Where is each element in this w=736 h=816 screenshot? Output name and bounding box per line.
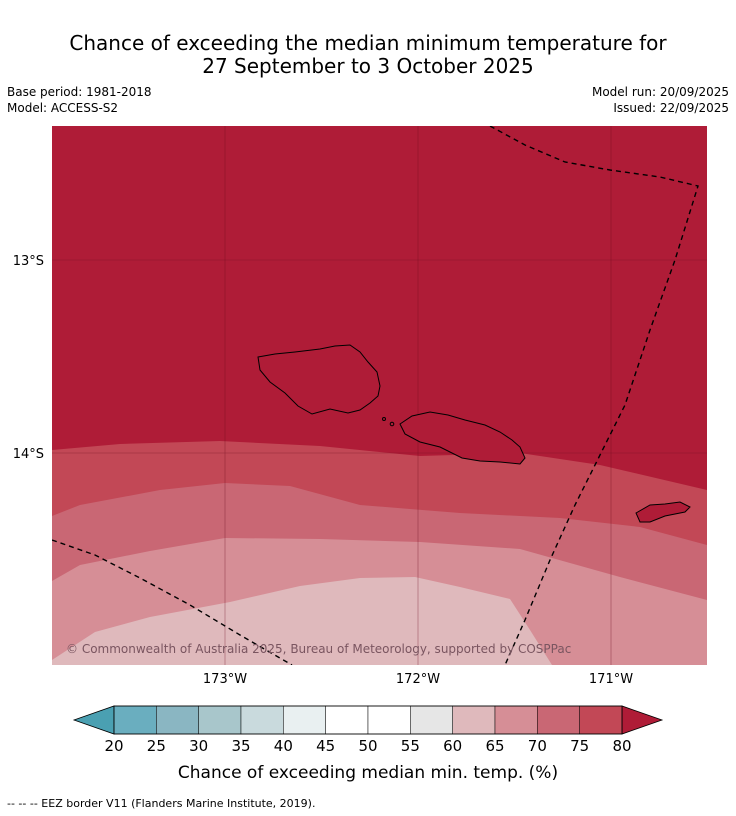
issued-text: Issued: 22/09/2025 bbox=[613, 101, 729, 115]
colorbar-tick-label: 70 bbox=[528, 737, 547, 755]
colorbar-over-arrow bbox=[621, 705, 664, 735]
lat-label-13s: 13°S bbox=[13, 254, 44, 269]
lon-label-172w: 172°W bbox=[396, 672, 440, 687]
lon-label-173w: 173°W bbox=[203, 672, 247, 687]
colorbar-segment bbox=[367, 705, 411, 735]
colorbar-tick-label: 55 bbox=[401, 737, 420, 755]
colorbar-tick-label: 60 bbox=[443, 737, 462, 755]
island-tutuila bbox=[635, 501, 691, 523]
colorbar-segments bbox=[113, 705, 623, 735]
colorbar-tick-label: 20 bbox=[104, 737, 123, 755]
colorbar-label: Chance of exceeding median min. temp. (%… bbox=[178, 763, 558, 783]
colorbar-frame bbox=[113, 705, 623, 735]
colorbar-tick-label: 35 bbox=[231, 737, 250, 755]
map-panel: © Commonwealth of Australia 2025, Bureau… bbox=[52, 126, 707, 665]
island-upolu bbox=[399, 411, 526, 465]
colorbar-tick-label: 25 bbox=[147, 737, 166, 755]
eez-legend-note: -- -- -- EEZ border V11 (Flanders Marine… bbox=[7, 797, 316, 810]
colorbar-segment bbox=[113, 705, 157, 735]
colorbar-segment bbox=[410, 705, 453, 735]
chart-title-line-2: 27 September to 3 October 2025 bbox=[202, 54, 534, 78]
chart-title-line-1: Chance of exceeding the median minimum t… bbox=[69, 31, 667, 55]
colorbar-tick-label: 40 bbox=[274, 737, 293, 755]
colorbar: 20 25 30 35 40 45 50 55 60 65 70 75 80 Chance of exc… bbox=[72, 705, 664, 783]
band-60-65 bbox=[52, 577, 552, 665]
colorbar-tick-label: 50 bbox=[358, 737, 377, 755]
colorbar-segment bbox=[537, 705, 580, 735]
lat-label-14s: 14°S bbox=[13, 447, 44, 462]
island-outlines bbox=[257, 344, 691, 523]
eez-border bbox=[52, 126, 699, 665]
colorbar-tick-label: 75 bbox=[570, 737, 589, 755]
colorbar-segment bbox=[494, 705, 538, 735]
islet-manono bbox=[389, 421, 395, 427]
colorbar-tick-label: 45 bbox=[316, 737, 335, 755]
colorbar-segment bbox=[325, 705, 369, 735]
colorbar-segment bbox=[579, 705, 623, 735]
colorbar-tick-label: 65 bbox=[485, 737, 504, 755]
base-period-text: Base period: 1981-2018 bbox=[7, 85, 152, 99]
lon-label-171w: 171°W bbox=[589, 672, 633, 687]
model-run-text: Model run: 20/09/2025 bbox=[591, 85, 729, 99]
meta-right: Model run: 20/09/2025 Issued: 22/09/2025 bbox=[592, 84, 729, 116]
islet-apolima bbox=[382, 417, 386, 421]
island-savaii bbox=[257, 344, 381, 415]
colorbar-segment bbox=[198, 705, 242, 735]
colorbar-segment bbox=[283, 705, 326, 735]
colorbar-tick-labels: 20 25 30 35 40 45 50 55 60 65 70 75 80 bbox=[104, 737, 631, 755]
graticule bbox=[52, 126, 707, 665]
colorbar-under-arrow bbox=[72, 705, 115, 735]
colorbar-tick-label: 30 bbox=[189, 737, 208, 755]
colorbar-segment bbox=[156, 705, 199, 735]
colorbar-tick-label: 80 bbox=[612, 737, 631, 755]
model-text: Model: ACCESS-S2 bbox=[7, 101, 119, 115]
colorbar-segment bbox=[240, 705, 284, 735]
copyright-text: © Commonwealth of Australia 2025, Bureau… bbox=[66, 642, 571, 656]
meta-left: Base period: 1981-2018 Model: ACCESS-S2 bbox=[7, 84, 152, 116]
colorbar-segment bbox=[452, 705, 496, 735]
